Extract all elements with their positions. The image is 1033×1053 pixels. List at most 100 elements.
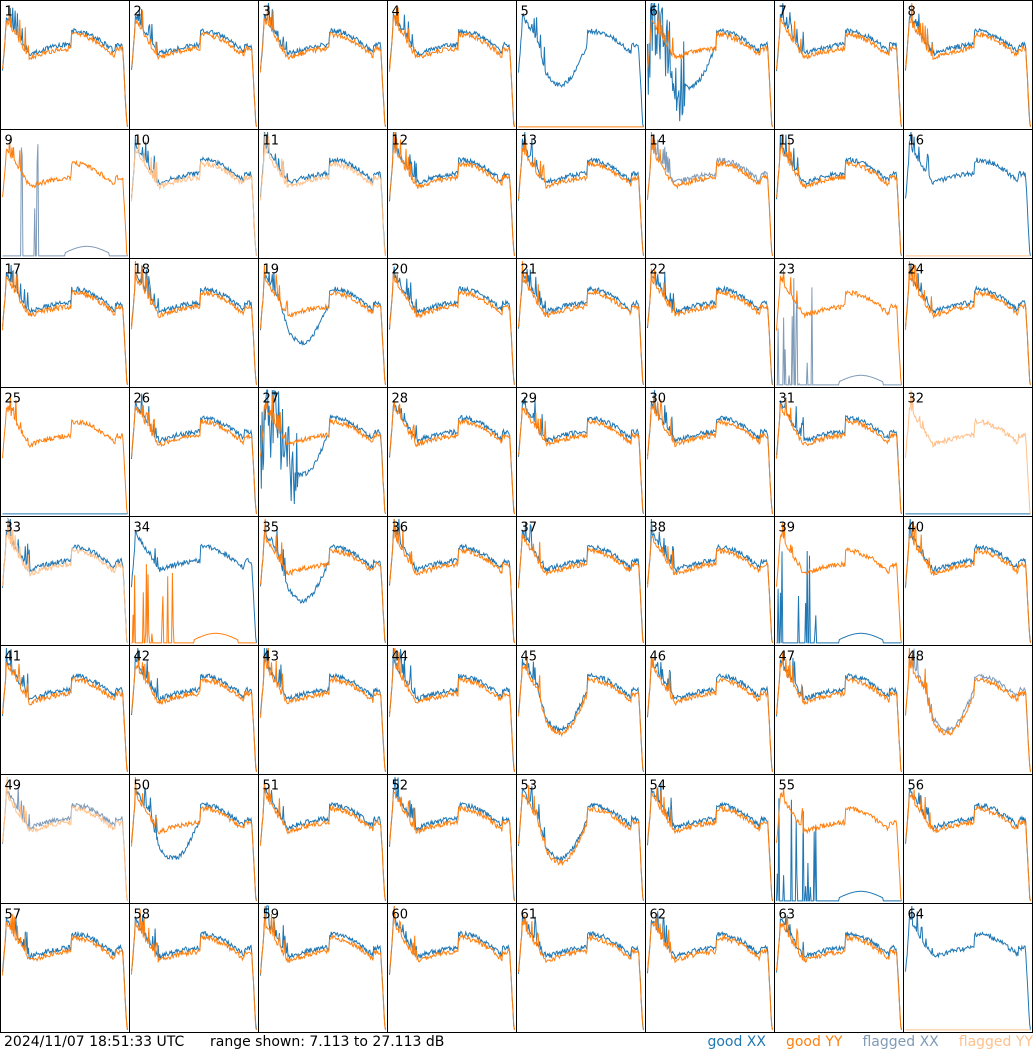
trace-yy bbox=[2, 270, 128, 386]
trace-xx bbox=[647, 131, 773, 256]
panel-39: 39 bbox=[774, 516, 904, 646]
panel-frame bbox=[0, 258, 130, 388]
panel-frame bbox=[387, 0, 517, 130]
trace-xx bbox=[2, 517, 128, 644]
panel-45: 45 bbox=[516, 645, 646, 775]
trace-yy bbox=[260, 7, 386, 127]
panel-label: 56 bbox=[908, 779, 925, 794]
panel-40: 40 bbox=[903, 516, 1033, 646]
panel-frame bbox=[0, 903, 130, 1033]
trace-yy bbox=[389, 905, 515, 1030]
panel-frame bbox=[516, 258, 646, 388]
panel-frame bbox=[258, 903, 388, 1033]
panel-label: 31 bbox=[779, 392, 796, 407]
trace-yy bbox=[518, 914, 644, 1030]
trace-yy bbox=[776, 522, 902, 643]
trace-yy bbox=[389, 518, 515, 643]
panel-frame bbox=[903, 903, 1033, 1033]
panel-4: 4 bbox=[387, 0, 517, 130]
panel-53: 53 bbox=[516, 774, 646, 904]
legend-good-yy: good YY bbox=[785, 1034, 843, 1050]
trace-xx bbox=[2, 144, 128, 257]
trace-yy bbox=[647, 268, 773, 386]
panel-32: 32 bbox=[903, 387, 1033, 517]
trace-xx bbox=[905, 264, 1031, 386]
panel-62: 62 bbox=[645, 903, 775, 1033]
footer: 2024/11/07 18:51:33 UTC range shown: 7.1… bbox=[0, 1033, 1033, 1053]
trace-xx bbox=[389, 401, 515, 515]
panel-24: 24 bbox=[903, 258, 1033, 388]
panel-42: 42 bbox=[129, 645, 259, 775]
panel-frame bbox=[387, 129, 517, 259]
trace-xx bbox=[2, 7, 128, 127]
panel-label: 2 bbox=[134, 5, 142, 20]
panel-label: 52 bbox=[392, 779, 409, 794]
panel-frame bbox=[129, 0, 259, 130]
panel-63: 63 bbox=[774, 903, 904, 1033]
panel-frame bbox=[645, 0, 775, 130]
trace-yy bbox=[518, 655, 644, 772]
panel-label: 15 bbox=[779, 134, 796, 149]
panel-label: 38 bbox=[650, 521, 667, 536]
panel-frame bbox=[645, 258, 775, 388]
trace-xx bbox=[776, 397, 902, 514]
panel-label: 33 bbox=[5, 521, 22, 536]
panel-37: 37 bbox=[516, 516, 646, 646]
trace-xx bbox=[389, 776, 515, 901]
panel-3: 3 bbox=[258, 0, 388, 130]
trace-yy bbox=[647, 394, 773, 514]
panel-label: 47 bbox=[779, 650, 796, 665]
trace-yy bbox=[2, 395, 128, 514]
trace-yy bbox=[260, 780, 386, 901]
panel-label: 42 bbox=[134, 650, 151, 665]
panel-35: 35 bbox=[258, 516, 388, 646]
panel-label: 6 bbox=[650, 5, 658, 20]
panel-18: 18 bbox=[129, 258, 259, 388]
legend-good-xx: good XX bbox=[707, 1034, 766, 1050]
panel-label: 16 bbox=[908, 134, 925, 149]
trace-yy bbox=[2, 914, 128, 1030]
panel-label: 18 bbox=[134, 263, 151, 278]
panel-frame bbox=[258, 129, 388, 259]
panel-label: 59 bbox=[263, 908, 280, 923]
panel-label: 62 bbox=[650, 908, 667, 923]
panel-label: 11 bbox=[263, 134, 280, 149]
panel-frame bbox=[0, 645, 130, 775]
trace-yy bbox=[260, 905, 386, 1030]
panel-60: 60 bbox=[387, 903, 517, 1033]
panel-21: 21 bbox=[516, 258, 646, 388]
panel-label: 35 bbox=[263, 521, 280, 536]
trace-yy bbox=[905, 2, 1031, 127]
trace-yy bbox=[131, 776, 257, 902]
trace-yy bbox=[776, 270, 902, 385]
trace-yy bbox=[518, 260, 644, 385]
panel-23: 23 bbox=[774, 258, 904, 388]
panel-label: 39 bbox=[779, 521, 796, 536]
panel-frame bbox=[774, 387, 904, 517]
panel-label: 26 bbox=[134, 392, 151, 407]
panel-52: 52 bbox=[387, 774, 517, 904]
panel-26: 26 bbox=[129, 387, 259, 517]
trace-xx bbox=[905, 787, 1031, 902]
trace-yy bbox=[131, 260, 257, 385]
range-shown: range shown: 7.113 to 27.113 dB bbox=[210, 1034, 445, 1050]
panel-label: 61 bbox=[521, 908, 538, 923]
panel-6: 6 bbox=[645, 0, 775, 130]
trace-xx bbox=[776, 278, 902, 386]
panel-frame bbox=[258, 0, 388, 130]
trace-yy bbox=[905, 260, 1031, 386]
panel-17: 17 bbox=[0, 258, 130, 388]
panel-9: 9 bbox=[0, 129, 130, 259]
trace-xx bbox=[2, 917, 128, 1030]
trace-yy bbox=[260, 265, 386, 385]
panel-frame bbox=[516, 129, 646, 259]
trace-yy bbox=[647, 656, 773, 772]
panel-46: 46 bbox=[645, 645, 775, 775]
trace-xx bbox=[389, 131, 515, 256]
trace-yy bbox=[389, 647, 515, 772]
trace-yy bbox=[776, 398, 902, 514]
panel-8: 8 bbox=[903, 0, 1033, 130]
panel-31: 31 bbox=[774, 387, 904, 517]
trace-yy bbox=[518, 534, 644, 644]
